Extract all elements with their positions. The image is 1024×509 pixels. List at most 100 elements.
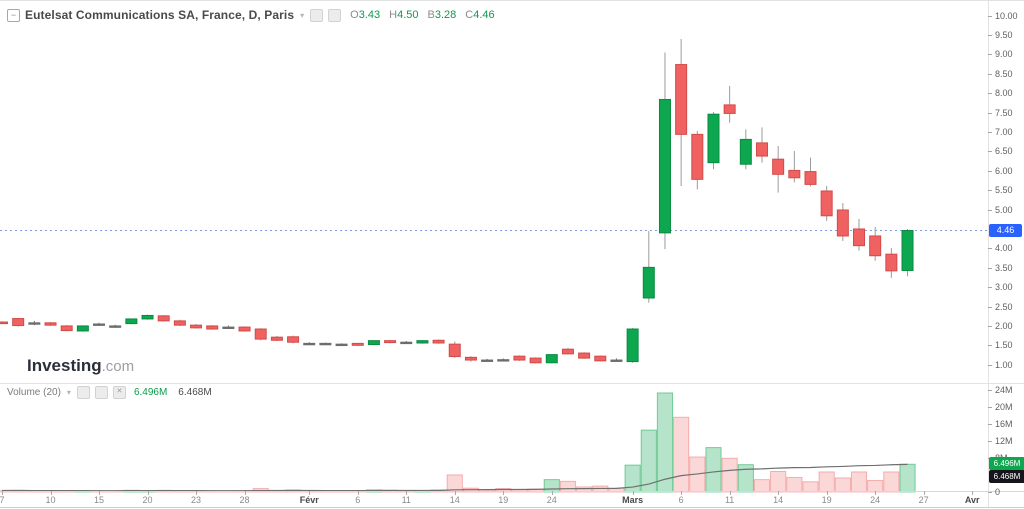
candle[interactable] xyxy=(254,328,267,341)
candle[interactable] xyxy=(76,325,89,332)
chevron-down-icon[interactable]: ▾ xyxy=(66,388,71,397)
candle[interactable] xyxy=(0,321,8,325)
candle[interactable] xyxy=(190,323,203,329)
candle[interactable] xyxy=(481,358,494,362)
candle[interactable] xyxy=(836,202,849,242)
volume-bar[interactable] xyxy=(737,464,754,493)
candle[interactable] xyxy=(901,228,914,277)
volume-bar[interactable] xyxy=(656,392,674,493)
candle[interactable] xyxy=(44,322,57,326)
volume-bar[interactable] xyxy=(786,476,803,493)
candle[interactable] xyxy=(464,356,477,362)
candle[interactable] xyxy=(28,320,41,326)
volume-bar[interactable] xyxy=(883,471,900,493)
indicator-close-icon[interactable]: ✕ xyxy=(112,386,126,399)
volume-bar[interactable] xyxy=(753,479,771,493)
candle[interactable] xyxy=(561,348,574,355)
time-tick xyxy=(632,491,634,495)
candle[interactable] xyxy=(60,325,73,332)
candle[interactable] xyxy=(642,230,655,303)
candle[interactable] xyxy=(303,342,316,346)
candle[interactable] xyxy=(755,127,768,163)
candle[interactable] xyxy=(141,314,154,320)
candle[interactable] xyxy=(529,357,542,364)
volume-bar[interactable] xyxy=(640,429,657,493)
volume-bar[interactable] xyxy=(770,471,787,493)
volume-bar[interactable] xyxy=(705,447,722,493)
volume-bar[interactable] xyxy=(559,480,577,493)
candle[interactable] xyxy=(739,129,752,170)
candle[interactable] xyxy=(707,111,720,170)
candle[interactable] xyxy=(384,339,397,344)
volume-pane[interactable] xyxy=(0,383,988,493)
candle[interactable] xyxy=(578,352,591,359)
volume-bar[interactable] xyxy=(576,486,593,493)
candle[interactable] xyxy=(400,341,413,345)
candle[interactable] xyxy=(675,38,688,186)
volume-bar[interactable] xyxy=(721,457,738,493)
candle[interactable] xyxy=(545,354,558,364)
candle[interactable] xyxy=(432,339,445,344)
price-pane[interactable] xyxy=(0,1,988,383)
price-axis-label: 4.00 xyxy=(995,243,1013,254)
price-tick xyxy=(988,306,992,308)
candle[interactable] xyxy=(173,319,186,326)
candle[interactable] xyxy=(853,218,866,251)
candle[interactable] xyxy=(351,342,364,347)
time-axis-label: 20 xyxy=(142,495,153,505)
pane-separator[interactable] xyxy=(0,383,1024,384)
candle[interactable] xyxy=(513,355,526,361)
candle[interactable] xyxy=(772,145,785,193)
candle[interactable] xyxy=(788,151,801,183)
indicator-settings-icon[interactable] xyxy=(76,386,90,399)
candle[interactable] xyxy=(12,317,25,327)
candle[interactable] xyxy=(206,325,219,330)
candle[interactable] xyxy=(270,336,283,342)
candle[interactable] xyxy=(93,322,106,326)
candle[interactable] xyxy=(448,341,461,358)
candle[interactable] xyxy=(820,185,833,221)
last-price-badge: 4.46 xyxy=(989,224,1022,238)
price-axis-label: 5.50 xyxy=(995,185,1013,196)
legend-hide-icon[interactable] xyxy=(328,8,342,22)
candle[interactable] xyxy=(416,340,429,344)
candle[interactable] xyxy=(319,342,332,346)
volume-bar[interactable] xyxy=(899,463,916,493)
candle[interactable] xyxy=(723,85,736,123)
candle[interactable] xyxy=(125,318,138,325)
chevron-down-icon[interactable]: ▾ xyxy=(300,10,305,20)
collapse-legend-icon[interactable]: − xyxy=(7,8,20,22)
candle[interactable] xyxy=(658,52,671,250)
indicator-hide-icon[interactable] xyxy=(94,386,108,399)
candle[interactable] xyxy=(238,326,251,332)
price-tick xyxy=(988,364,992,366)
volume-bar[interactable] xyxy=(802,481,819,493)
time-axis-label: 24 xyxy=(870,495,881,505)
candle[interactable] xyxy=(610,358,623,362)
volume-bar[interactable] xyxy=(850,471,868,493)
candle[interactable] xyxy=(157,315,170,322)
volume-bar[interactable] xyxy=(834,477,851,493)
price-tick xyxy=(988,248,992,250)
time-tick xyxy=(147,491,149,495)
candle[interactable] xyxy=(626,327,639,363)
candle[interactable] xyxy=(804,157,817,187)
candle[interactable] xyxy=(222,325,235,330)
price-tick xyxy=(988,325,992,327)
price-tick xyxy=(988,345,992,347)
candle[interactable] xyxy=(691,130,704,190)
volume-tick xyxy=(988,406,992,408)
legend-settings-icon[interactable] xyxy=(310,8,324,22)
candle[interactable] xyxy=(109,324,122,328)
volume-bar[interactable] xyxy=(673,416,690,493)
candle[interactable] xyxy=(497,358,510,362)
candle[interactable] xyxy=(885,247,898,278)
price-tick xyxy=(988,132,992,134)
candle[interactable] xyxy=(869,227,882,261)
price-tick xyxy=(988,73,992,75)
volume-bar[interactable] xyxy=(818,471,835,493)
candle[interactable] xyxy=(287,335,300,344)
candle[interactable] xyxy=(335,343,348,347)
candle[interactable] xyxy=(367,340,380,346)
candle[interactable] xyxy=(594,355,607,362)
